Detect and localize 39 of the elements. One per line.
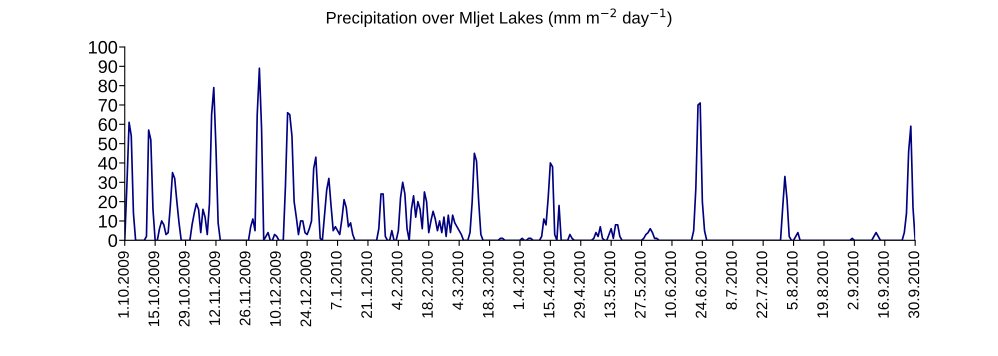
x-tick-label: 7.1.2010: [330, 251, 342, 310]
y-tick-label: 40: [98, 156, 118, 170]
x-tick-label: 24.6.2010: [696, 251, 706, 318]
x-tick-label: 16.9.2010: [878, 251, 889, 318]
x-tick-label: 22.7.2010: [756, 251, 768, 318]
x-tick-label: 18.2.2010: [422, 251, 433, 318]
x-tick-label: 10.12.2009: [270, 251, 281, 326]
x-tick-label: 21.1.2010: [361, 251, 372, 318]
y-tick-label: 30: [98, 176, 118, 190]
x-tick-label: 13.5.2010: [604, 251, 616, 318]
x-tick-label: 26.11.2009: [240, 251, 250, 326]
x-tick-label: 5.8.2010: [786, 251, 798, 310]
x-tick-label: 15.4.2010: [544, 251, 554, 318]
y-tick-label: 70: [98, 98, 118, 112]
y-tick-label: 20: [98, 196, 118, 208]
x-tick-label: 30.9.2010: [908, 251, 920, 318]
x-tick-label: 1.10.2009: [118, 251, 129, 318]
y-tick-label: 80: [98, 80, 118, 92]
y-tick-label: 100: [89, 40, 118, 54]
x-tick-label: 19.8.2010: [817, 251, 828, 318]
x-tick-label: 4.3.2010: [452, 251, 464, 310]
x-tick-label: 4.2.2010: [392, 251, 402, 310]
x-tick-label: 10.6.2010: [665, 251, 676, 318]
x-tick-label: 1.4.2010: [513, 251, 524, 310]
y-tick-label: 0: [108, 234, 118, 248]
x-tick-label: 27.5.2010: [634, 251, 646, 318]
x-tick-label: 8.7.2010: [726, 251, 737, 310]
y-tick-label: 50: [98, 138, 118, 150]
y-tick-label: 60: [98, 118, 118, 132]
x-tick-label: 18.3.2010: [482, 251, 494, 318]
x-tick-label: 15.10.2009: [148, 251, 160, 326]
y-tick-label: 10: [99, 214, 118, 228]
x-tick-label: 24.12.2009: [300, 251, 312, 326]
x-tick-label: 29.10.2009: [178, 251, 190, 326]
x-tick-label: 2.9.2010: [848, 251, 858, 310]
x-tick-label: 29.4.2010: [574, 251, 585, 318]
y-tick-label: 90: [98, 60, 118, 74]
chart-title: Precipitation over Mljet Lakes (mm m$^{−2}$ day$^{−1}$): [326, 8, 672, 27]
x-tick-label: 12.11.2009: [209, 251, 220, 325]
